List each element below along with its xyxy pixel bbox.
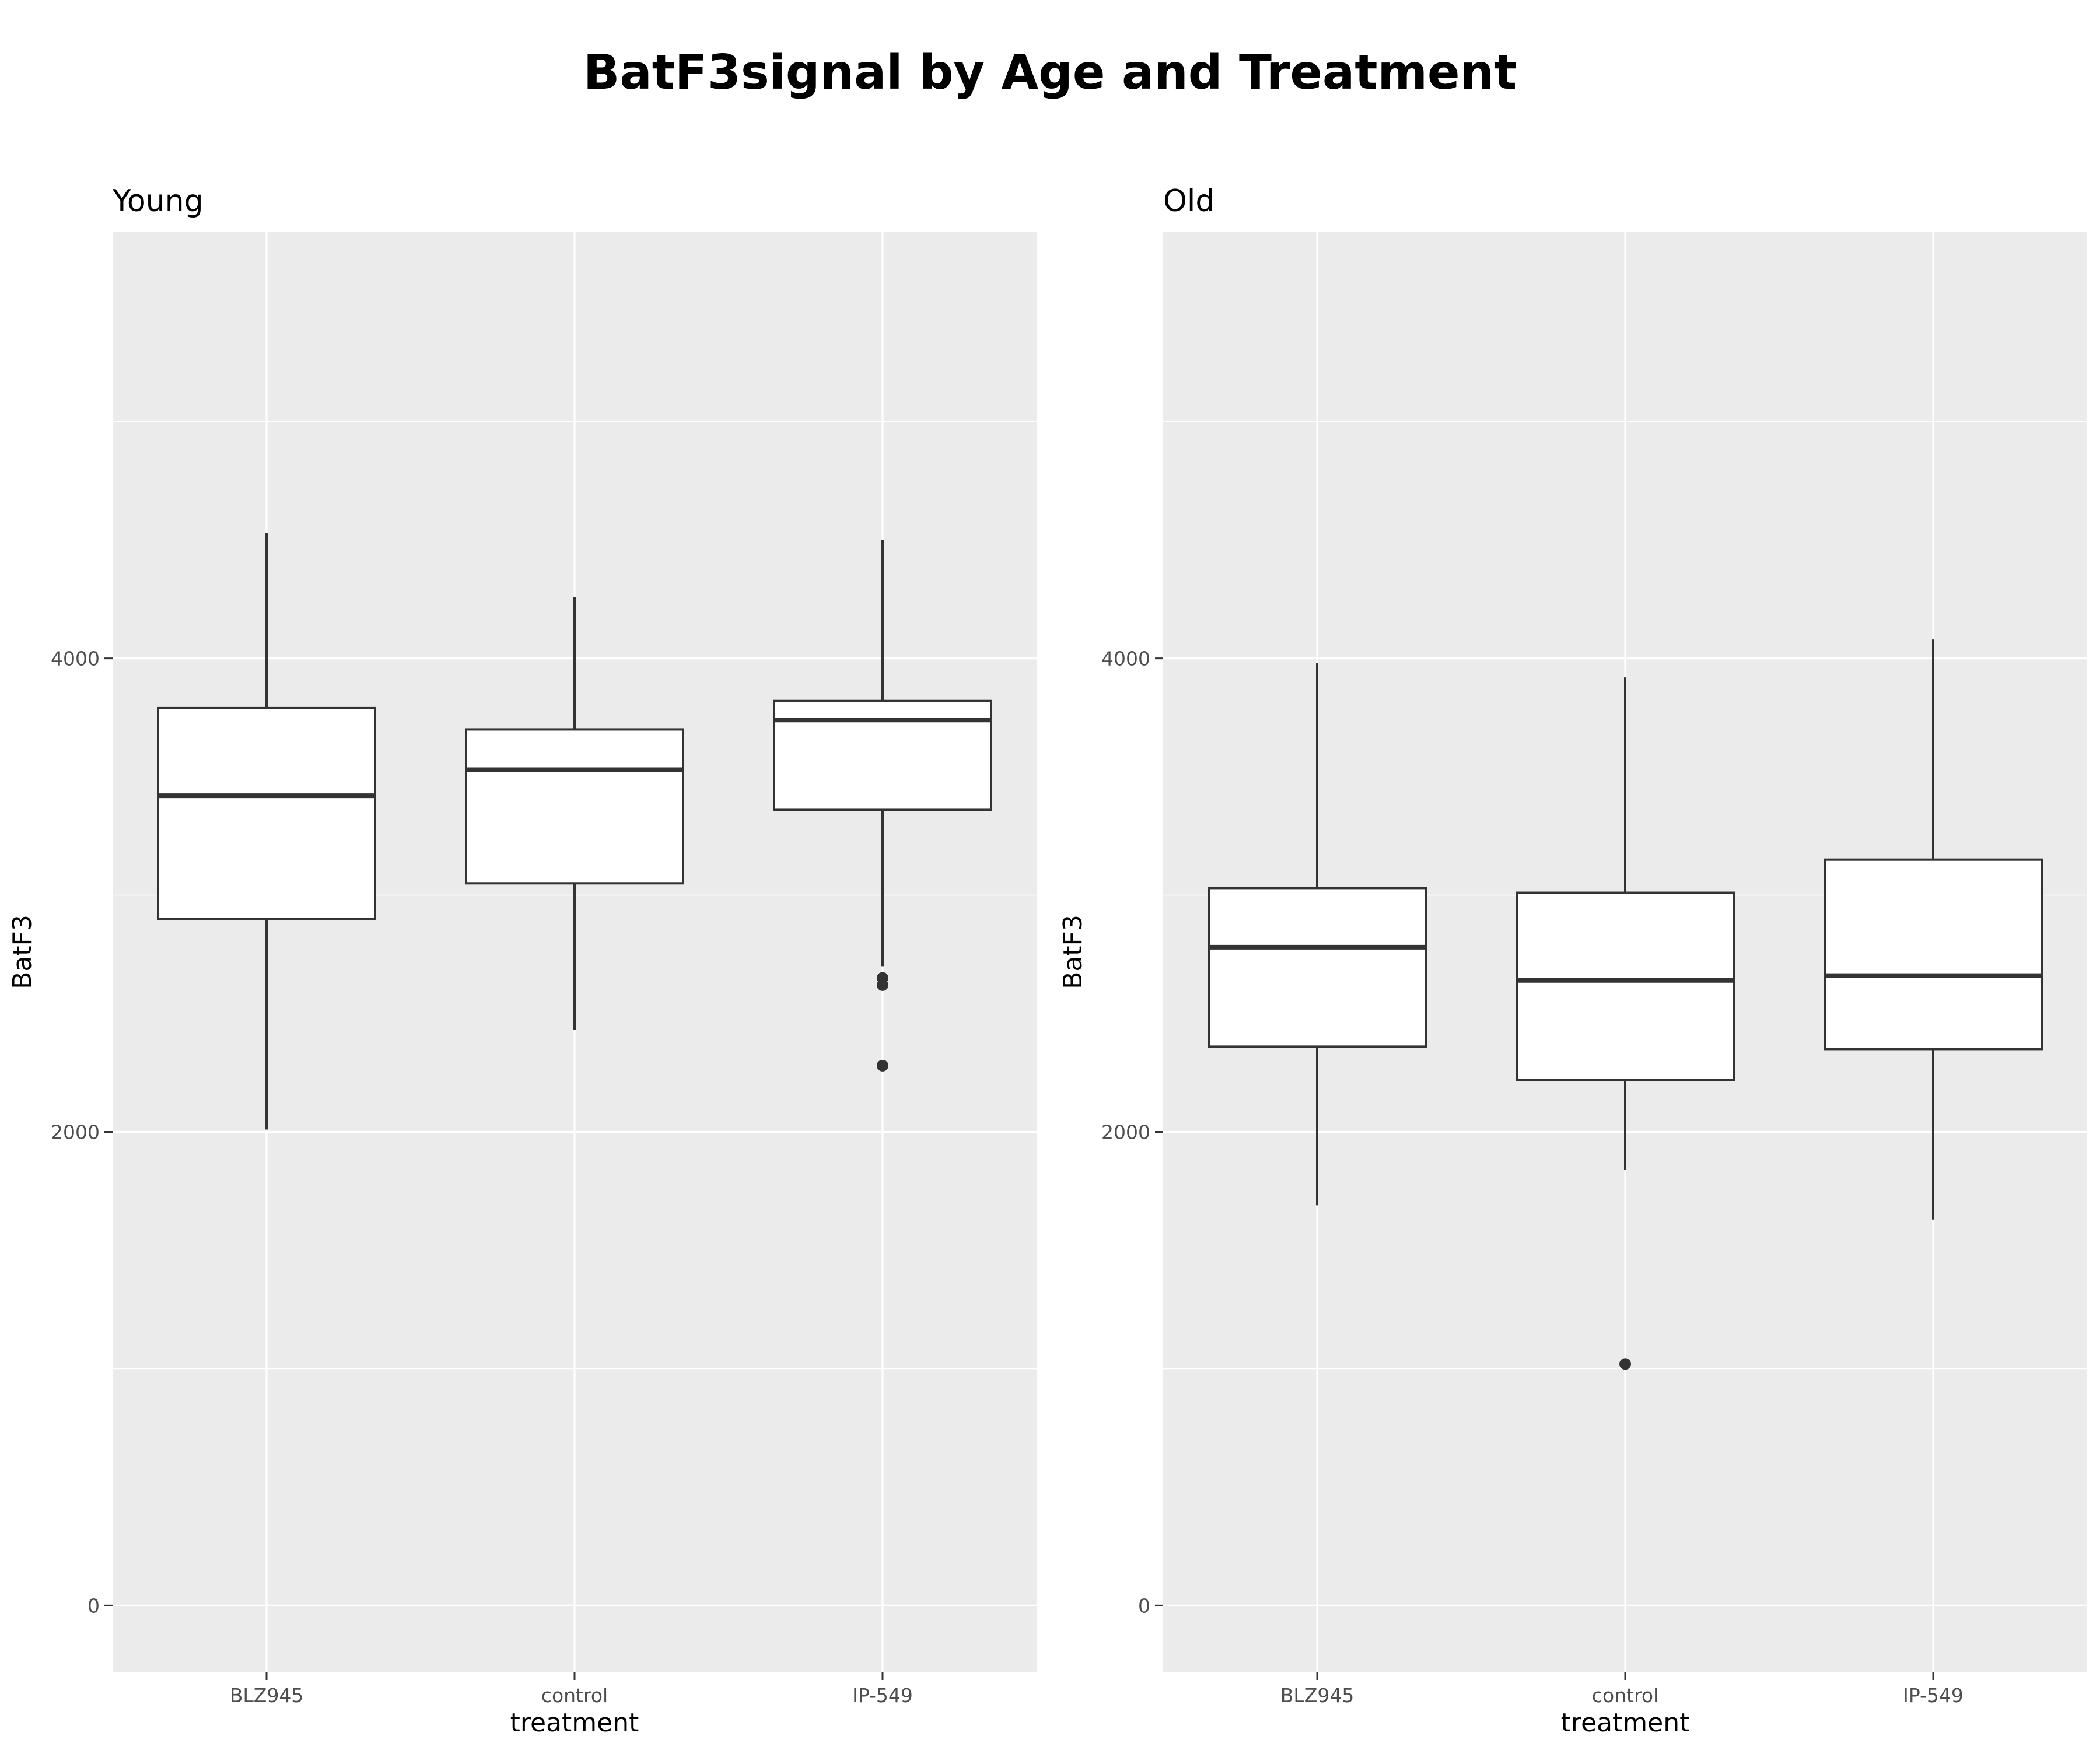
box-control bbox=[1516, 677, 1735, 1370]
y-tick-label: 2000 bbox=[1101, 1121, 1150, 1144]
facet-title-old: Old bbox=[1163, 184, 1214, 219]
x-axis-title: treatment bbox=[510, 1708, 639, 1738]
x-tick-label: control bbox=[1592, 1684, 1658, 1707]
box-blz945 bbox=[157, 533, 376, 1130]
x-tick-label: IP-549 bbox=[852, 1684, 913, 1707]
x-tick-label: control bbox=[541, 1684, 608, 1707]
facet-title-young: Young bbox=[112, 184, 204, 219]
iqr-box bbox=[773, 699, 992, 811]
y-tick-label: 2000 bbox=[51, 1121, 100, 1144]
box-blz945 bbox=[1208, 663, 1427, 1206]
outlier-point bbox=[877, 1059, 888, 1072]
box-control bbox=[465, 597, 684, 1030]
y-axis-title: BatF3 bbox=[8, 915, 37, 989]
iqr-box bbox=[157, 706, 376, 921]
iqr-box bbox=[1824, 858, 2043, 1051]
x-axis-title: treatment bbox=[1561, 1708, 1690, 1738]
x-tick-label: BLZ945 bbox=[1280, 1684, 1354, 1707]
iqr-box bbox=[1516, 891, 1735, 1082]
chart-title: BatF3signal by Age and Treatment bbox=[583, 45, 1517, 100]
box-ip-549 bbox=[773, 540, 992, 1072]
y-tick-label: 4000 bbox=[51, 648, 100, 670]
y-axis-title: BatF3 bbox=[1058, 915, 1088, 989]
x-tick-label: BLZ945 bbox=[230, 1684, 304, 1707]
facet-panels: Young 0 2000 4000 BLZ945 control IP-549 treatme… bbox=[8, 184, 2087, 1738]
y-tick-label: 4000 bbox=[1101, 648, 1150, 670]
iqr-box bbox=[1208, 887, 1427, 1048]
y-tick-label: 0 bbox=[1138, 1594, 1150, 1617]
panel-young: Young 0 2000 4000 BLZ945 control IP-549 treatme… bbox=[8, 184, 1037, 1738]
y-tick-label: 0 bbox=[88, 1594, 100, 1617]
outlier-point bbox=[877, 979, 888, 991]
box-ip-549 bbox=[1824, 639, 2043, 1220]
iqr-box bbox=[465, 728, 684, 885]
panel-old: Old 0 2000 4000 BLZ945 control IP-549 treatment… bbox=[1058, 184, 2087, 1738]
x-tick-label: IP-549 bbox=[1903, 1684, 1964, 1707]
outlier-point bbox=[1619, 1358, 1631, 1370]
